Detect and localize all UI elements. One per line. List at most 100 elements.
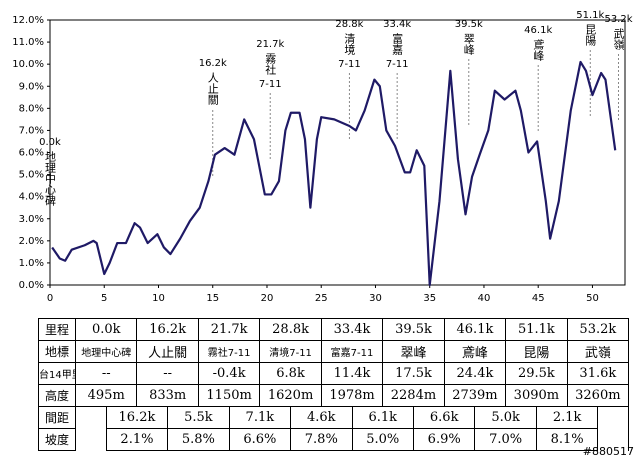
data-line bbox=[51, 60, 617, 287]
table-cell: 16.2k bbox=[105, 406, 169, 429]
annotation-extra: 7-11 bbox=[338, 59, 361, 70]
table-cell: 31.6k bbox=[566, 362, 630, 385]
x-tick-label: 30 bbox=[369, 293, 382, 304]
table-cell: 6.9% bbox=[412, 428, 476, 451]
annotation-km: 28.8k bbox=[335, 19, 363, 30]
table-cell: 2.1k bbox=[535, 406, 599, 429]
table-cell: 鳶峰 bbox=[443, 340, 507, 363]
y-tick-label: 3.0% bbox=[19, 214, 44, 225]
table-cell: 6.6k bbox=[412, 406, 476, 429]
y-tick-label: 7.0% bbox=[19, 125, 44, 136]
table-cell: 7.0% bbox=[474, 428, 537, 451]
table-cell: 51.1k bbox=[505, 318, 568, 341]
table-cell: 2739m bbox=[443, 384, 507, 407]
table-cell: 5.0% bbox=[351, 428, 414, 451]
annotation-name: 翠峰 bbox=[462, 33, 475, 55]
table-cell: 4.6k bbox=[290, 406, 353, 429]
table-cell: 5.0k bbox=[474, 406, 537, 429]
annotation-name: 清境 bbox=[343, 33, 356, 55]
table-cell: 地標 bbox=[38, 340, 76, 363]
x-tick-label: 5 bbox=[101, 293, 107, 304]
x-tick-label: 15 bbox=[206, 293, 219, 304]
annotation-km: 51.1k bbox=[576, 10, 604, 21]
table-cell bbox=[75, 428, 107, 451]
x-tick-label: 45 bbox=[532, 293, 545, 304]
annotation-km: 16.2k bbox=[199, 58, 227, 69]
y-tick-label: 0.0% bbox=[19, 280, 44, 291]
table-cell: 7.8% bbox=[290, 428, 353, 451]
table-cell: 3090m bbox=[505, 384, 568, 407]
table-cell: 0.0k bbox=[74, 318, 138, 341]
table-cell: 霧社7-11 bbox=[197, 340, 261, 363]
table-cell: 24.4k bbox=[443, 362, 507, 385]
y-tick-label: 9.0% bbox=[19, 81, 44, 92]
table-cell bbox=[597, 406, 630, 429]
table-row: 間距 16.2k 5.5k 7.1k 4.6k 6.1k 6.6k 5.0k 2.1k bbox=[38, 406, 630, 429]
annotation-km: 39.5k bbox=[455, 19, 483, 30]
table-cell: 坡度 bbox=[38, 428, 76, 451]
table-cell: 8.1% bbox=[535, 428, 599, 451]
y-tick-label: 6.0% bbox=[19, 148, 44, 159]
table-cell: 2284m bbox=[382, 384, 445, 407]
annotation-extra: 7-11 bbox=[259, 79, 282, 90]
annotation-name: 地理中心碑 bbox=[44, 151, 57, 207]
table-cell: 昆陽 bbox=[505, 340, 568, 363]
table-cell: 17.5k bbox=[382, 362, 445, 385]
x-tick-label: 20 bbox=[261, 293, 274, 304]
annotation-extra: 7-11 bbox=[386, 59, 409, 70]
table-row: 坡度 2.1% 5.8% 6.6% 7.8% 5.0% 6.9% 7.0% 8.1% bbox=[38, 428, 630, 451]
x-tick-label: 25 bbox=[315, 293, 328, 304]
table-cell: 6.8k bbox=[259, 362, 322, 385]
table-cell: 495m bbox=[74, 384, 138, 407]
annotation-km: 46.1k bbox=[524, 25, 552, 36]
x-tick-label: 50 bbox=[586, 293, 599, 304]
table-cell: 間距 bbox=[38, 406, 76, 429]
table-cell: 7.1k bbox=[228, 406, 292, 429]
table-cell: 53.2k bbox=[566, 318, 630, 341]
table-cell: 富嘉7-11 bbox=[320, 340, 384, 363]
x-tick-label: 40 bbox=[478, 293, 491, 304]
table-cell: 21.7k bbox=[197, 318, 261, 341]
annotation-name: 人止關 bbox=[206, 72, 219, 106]
table-cell: 1150m bbox=[197, 384, 261, 407]
data-table: 里程 0.0k 16.2k 21.7k 28.8k 33.4k 39.5k 46.1k 51.1… bbox=[38, 318, 630, 451]
table-cell: 46.1k bbox=[443, 318, 507, 341]
table-row: 高度 495m 833m 1150m 1620m 1978m 2284m 2739m 3090m… bbox=[38, 384, 630, 407]
annotation-km: 33.4k bbox=[383, 19, 411, 30]
table-cell: 833m bbox=[136, 384, 199, 407]
y-tick-label: 11.0% bbox=[12, 37, 44, 48]
y-tick-label: 12.0% bbox=[12, 15, 44, 26]
x-tick-label: 0 bbox=[47, 293, 53, 304]
table-cell: -- bbox=[136, 362, 199, 385]
table-cell: 台14甲里程 bbox=[38, 362, 76, 385]
table-cell: 1978m bbox=[320, 384, 384, 407]
table-cell: 11.4k bbox=[320, 362, 384, 385]
table-cell: 29.5k bbox=[505, 362, 568, 385]
y-tick-label: 5.0% bbox=[19, 170, 44, 181]
table-cell: 16.2k bbox=[136, 318, 199, 341]
table-cell: 6.1k bbox=[351, 406, 414, 429]
y-tick-label: 10.0% bbox=[12, 59, 44, 70]
annotation-name: 武嶺 bbox=[612, 28, 625, 51]
table-cell: 里程 bbox=[38, 318, 76, 341]
table-cell: 清境7-11 bbox=[259, 340, 322, 363]
table-cell: 人止關 bbox=[136, 340, 199, 363]
chart: 0.0% 1.0% 2.0% 3.0% 4.0% 5.0% 6.0% 7.0% 8.0% 9.0%… bbox=[12, 10, 633, 304]
annotation-name: 霧社 bbox=[264, 53, 277, 76]
table-cell: 2.1% bbox=[105, 428, 169, 451]
table-cell: 武嶺 bbox=[566, 340, 630, 363]
y-tick-label: 4.0% bbox=[19, 192, 44, 203]
x-tick-label: 35 bbox=[423, 293, 436, 304]
table-row: 里程 0.0k 16.2k 21.7k 28.8k 33.4k 39.5k 46.1k 51.1… bbox=[38, 318, 630, 341]
y-tick-label: 1.0% bbox=[19, 258, 44, 269]
annotation-name: 鳶峰 bbox=[532, 38, 545, 61]
table-cell: -0.4k bbox=[197, 362, 261, 385]
table-cell: 5.8% bbox=[167, 428, 230, 451]
table-cell bbox=[597, 428, 630, 451]
table-cell: 地理中心碑 bbox=[74, 340, 138, 363]
table-cell: 5.5k bbox=[167, 406, 230, 429]
watermark: #880517 bbox=[582, 445, 634, 458]
table-cell: 39.5k bbox=[382, 318, 445, 341]
table-cell: 翠峰 bbox=[382, 340, 445, 363]
